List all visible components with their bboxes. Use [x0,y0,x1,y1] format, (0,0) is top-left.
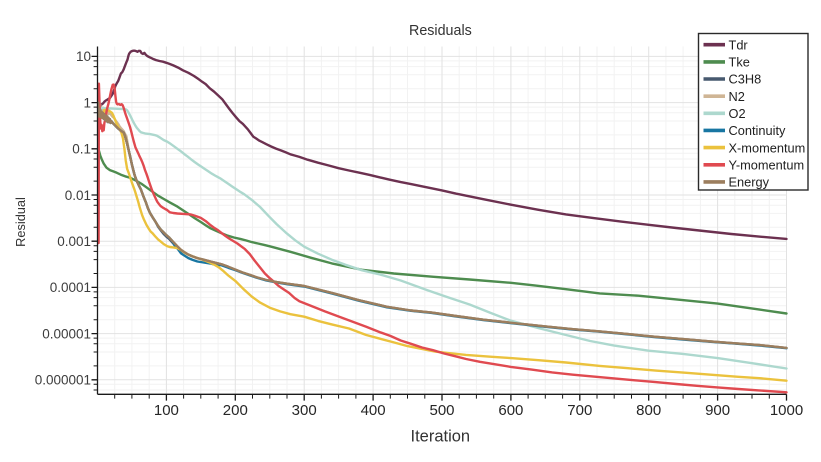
svg-text:500: 500 [429,402,454,419]
svg-text:0.00001: 0.00001 [42,326,91,341]
svg-text:200: 200 [223,402,248,419]
svg-text:0.0001: 0.0001 [50,280,91,295]
svg-text:O2: O2 [729,106,746,121]
svg-text:700: 700 [567,402,592,419]
svg-text:Iteration: Iteration [410,428,470,446]
svg-text:600: 600 [498,402,523,419]
svg-text:10: 10 [76,49,91,64]
svg-text:Energy: Energy [729,175,770,190]
svg-text:X-momentum: X-momentum [729,140,806,155]
svg-text:800: 800 [636,402,661,419]
svg-text:N2: N2 [729,89,745,104]
svg-text:0.000001: 0.000001 [35,373,91,388]
svg-text:1: 1 [83,95,91,110]
svg-text:100: 100 [154,402,179,419]
svg-text:Tdr: Tdr [729,37,749,52]
svg-text:Residuals: Residuals [409,23,472,39]
svg-text:Y-momentum: Y-momentum [729,157,805,172]
svg-text:Residual: Residual [13,197,28,247]
svg-text:400: 400 [361,402,386,419]
svg-text:C3H8: C3H8 [729,72,762,87]
svg-text:900: 900 [705,402,730,419]
svg-text:0.001: 0.001 [57,234,91,249]
svg-text:Tke: Tke [729,55,750,70]
svg-text:1000: 1000 [770,402,803,419]
svg-text:0.1: 0.1 [72,142,91,157]
svg-text:300: 300 [292,402,317,419]
svg-text:Continuity: Continuity [729,123,787,138]
svg-text:0.01: 0.01 [65,188,91,203]
